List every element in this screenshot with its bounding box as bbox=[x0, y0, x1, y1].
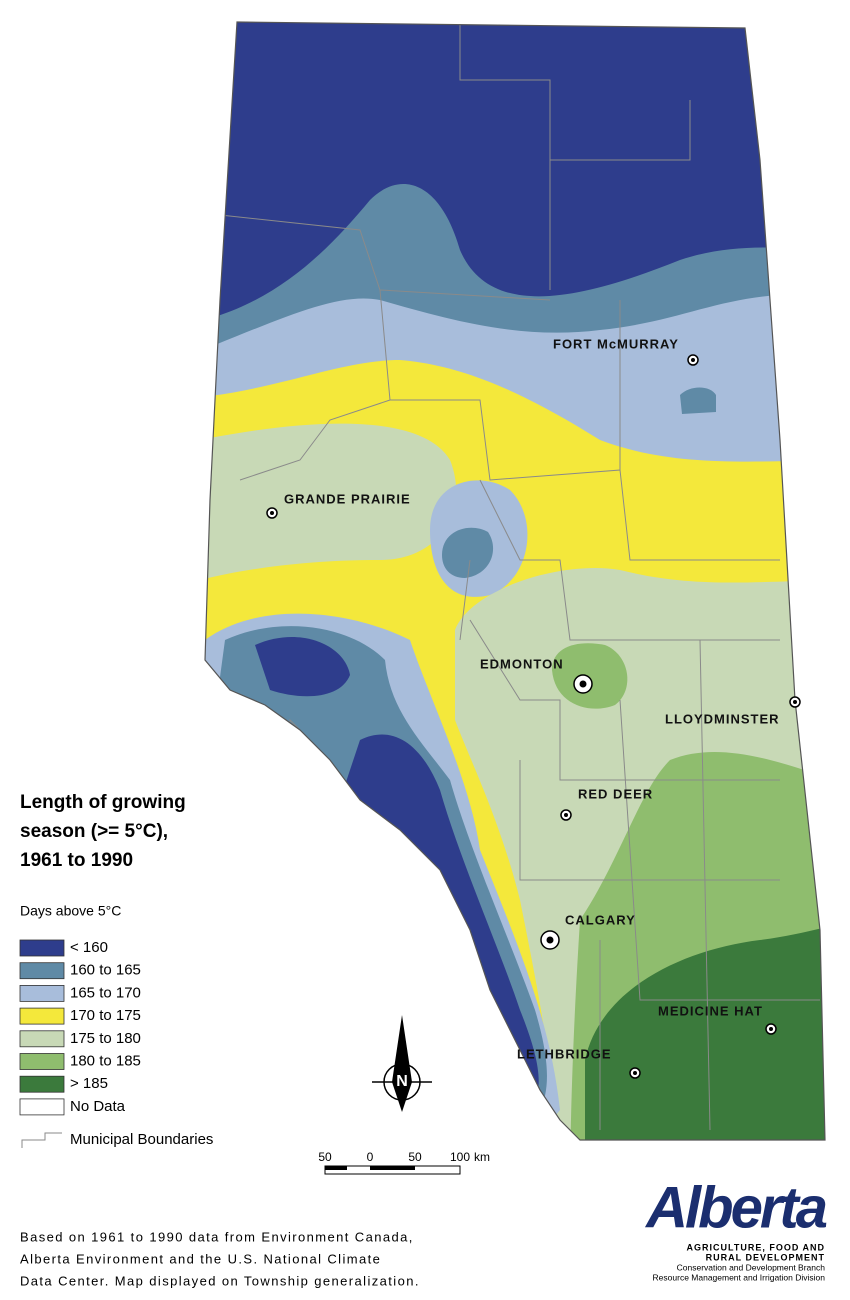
city-label: MEDICINE HAT bbox=[658, 1003, 763, 1018]
municipal-boundaries bbox=[219, 22, 820, 1131]
source-line: Alberta Environment and the U.S. Nationa… bbox=[20, 1251, 381, 1266]
city-label: EDMONTON bbox=[480, 656, 564, 671]
city-label: GRANDE PRAIRIE bbox=[284, 491, 411, 506]
legend-label: 160 to 165 bbox=[70, 962, 141, 979]
legend-swatch bbox=[19, 1030, 65, 1048]
climate-zone bbox=[585, 920, 825, 1140]
legend-swatch bbox=[19, 985, 65, 1002]
city-label: FORT McMURRAY bbox=[553, 336, 679, 351]
city-marker-dot bbox=[564, 813, 568, 817]
legend-label: No Data bbox=[70, 1098, 126, 1115]
scale-bar-fill bbox=[370, 1166, 415, 1170]
city-label: CALGARY bbox=[565, 912, 636, 927]
legend-label: < 160 bbox=[70, 939, 108, 956]
city-marker-dot bbox=[546, 936, 554, 944]
legend: Length of growing season (>= 5°C), 1961 to… bbox=[19, 792, 213, 1148]
city-label: RED DEER bbox=[578, 786, 653, 801]
legend-title: Days above 5°C bbox=[20, 903, 121, 919]
legend-swatch bbox=[19, 1098, 65, 1116]
city-label: LLOYDMINSTER bbox=[665, 711, 780, 726]
scale-label: 50 bbox=[408, 1150, 422, 1164]
scale-bar-fill bbox=[325, 1166, 347, 1170]
source-line: Data Center. Map displayed on Township g… bbox=[20, 1273, 420, 1288]
city-marker-dot bbox=[769, 1027, 773, 1031]
legend-label: 165 to 170 bbox=[70, 984, 141, 1001]
legend-label: 175 to 180 bbox=[70, 1030, 141, 1047]
legend-label: Municipal Boundaries bbox=[70, 1131, 213, 1148]
map-title: season (>= 5°C), bbox=[20, 821, 168, 842]
map-title: Length of growing bbox=[20, 792, 186, 813]
logo-name: Alberta bbox=[644, 1175, 827, 1240]
scale-bar: 50 0 50 100 km bbox=[318, 1150, 490, 1175]
climate-zone bbox=[255, 636, 350, 697]
climate-zone bbox=[552, 643, 628, 709]
scale-label: 0 bbox=[367, 1150, 374, 1164]
source-line: Based on 1961 to 1990 data from Environm… bbox=[20, 1229, 414, 1244]
legend-swatch bbox=[19, 962, 65, 980]
city-marker-dot bbox=[579, 680, 587, 688]
climate-zone bbox=[205, 423, 457, 580]
city-marker-dot bbox=[270, 511, 274, 515]
scale-label: 100 bbox=[450, 1150, 470, 1164]
scale-label: 50 bbox=[318, 1150, 332, 1164]
city-marker-dot bbox=[691, 358, 695, 362]
legend-boundary-icon bbox=[21, 1132, 62, 1148]
logo-line: RURAL DEVELOPMENT bbox=[706, 1252, 825, 1262]
legend-swatch bbox=[19, 939, 65, 957]
legend-swatch bbox=[19, 1007, 65, 1025]
legend-label: 170 to 175 bbox=[70, 1007, 141, 1024]
legend-label: 180 to 185 bbox=[70, 1052, 141, 1069]
north-arrow: N bbox=[372, 1015, 432, 1112]
legend-swatch bbox=[19, 1075, 65, 1093]
city-label: LETHBRIDGE bbox=[517, 1046, 612, 1061]
legend-swatch bbox=[19, 1053, 65, 1070]
cities: FORT McMURRAY GRANDE PRAIRIE EDMONTON LLOYD… bbox=[266, 336, 801, 1079]
map-title: 1961 to 1990 bbox=[20, 850, 133, 871]
province-border bbox=[204, 21, 826, 1141]
climate-zone bbox=[442, 527, 494, 578]
legend-label: > 185 bbox=[70, 1075, 108, 1092]
logo-line: Resource Management and Irrigation Divis… bbox=[653, 1272, 826, 1282]
city-marker-dot bbox=[793, 700, 797, 704]
logo-line: Conservation and Development Branch bbox=[677, 1262, 826, 1272]
scale-unit: km bbox=[474, 1150, 490, 1164]
city-marker-dot bbox=[633, 1071, 637, 1075]
logo-line: AGRICULTURE, FOOD AND bbox=[687, 1242, 826, 1252]
climate-zone bbox=[680, 387, 716, 414]
north-label: N bbox=[396, 1073, 408, 1090]
source-note: Based on 1961 to 1990 data from Environm… bbox=[20, 1229, 420, 1288]
